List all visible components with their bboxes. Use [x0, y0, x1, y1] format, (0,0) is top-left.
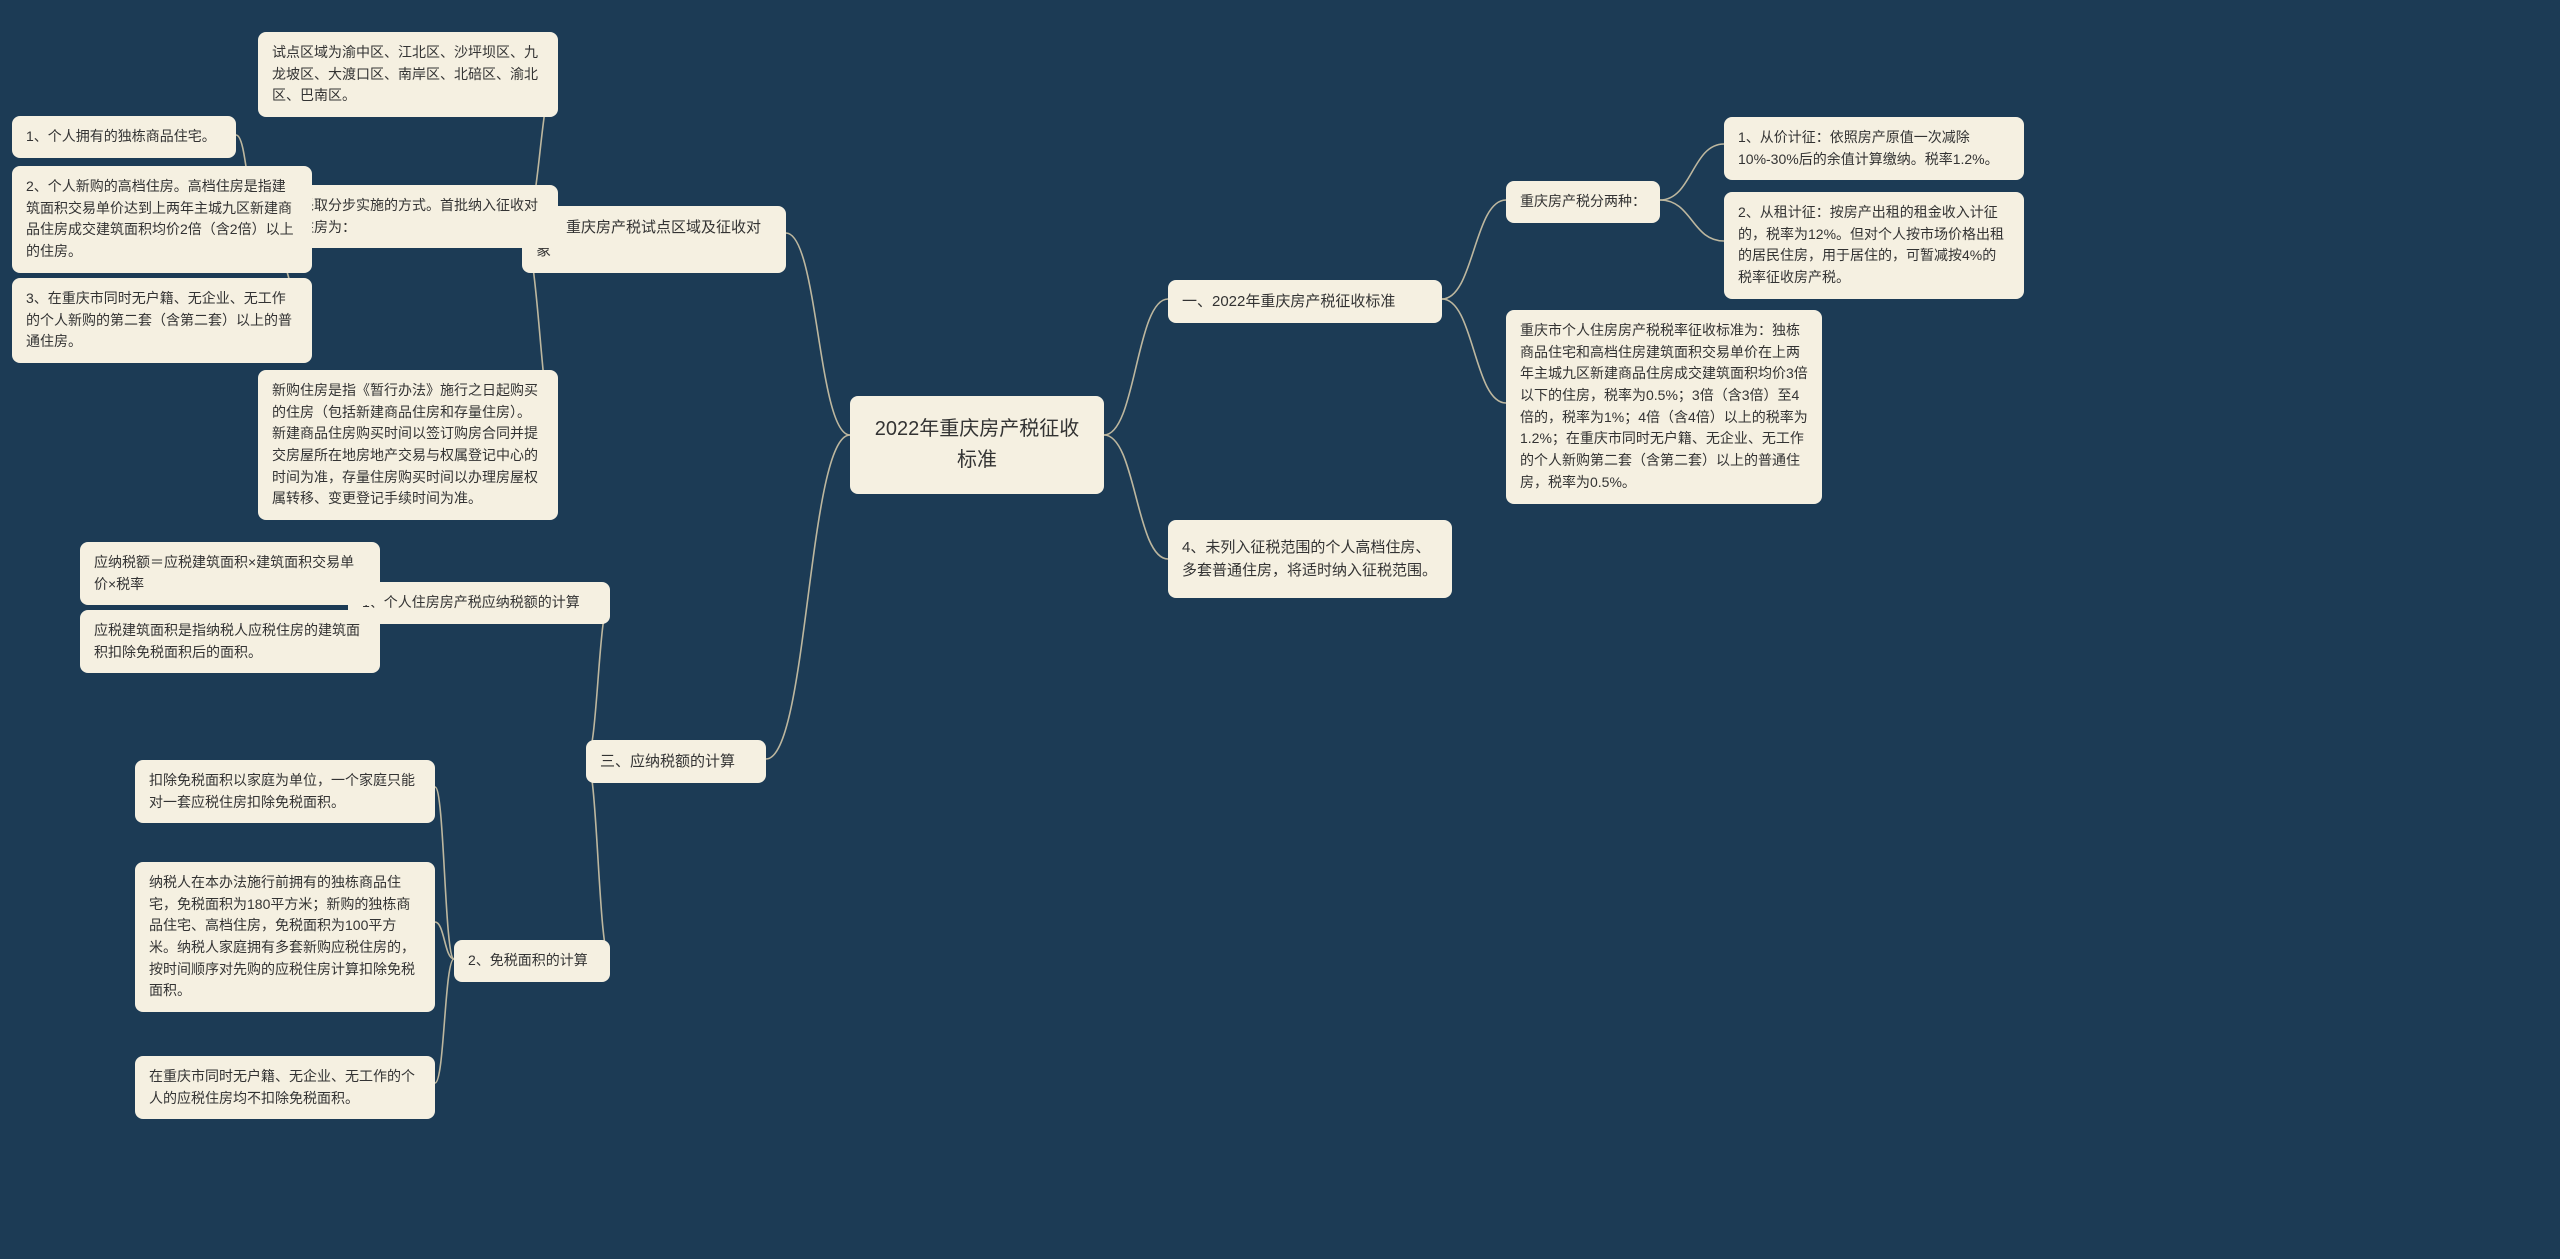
mindmap-root: 2022年重庆房产税征收标准 [850, 396, 1104, 494]
branch-r1: 一、2022年重庆房产税征收标准 [1168, 280, 1442, 323]
node-r1a: 重庆房产税分两种： [1506, 181, 1660, 223]
node-r1a2: 2、从租计征：按房产出租的租金收入计征的，税率为12%。但对个人按市场价格出租的… [1724, 192, 2024, 299]
branch-r2: 4、未列入征税范围的个人高档住房、多套普通住房，将适时纳入征税范围。 [1168, 520, 1452, 598]
branch-l2: 三、应纳税额的计算 [586, 740, 766, 783]
node-l2a2: 应税建筑面积是指纳税人应税住房的建筑面积扣除免税面积后的面积。 [80, 610, 380, 673]
node-l1c: 新购住房是指《暂行办法》施行之日起购买的住房（包括新建商品住房和存量住房）。新建… [258, 370, 558, 520]
node-r1a1: 1、从价计征：依照房产原值一次减除10%-30%后的余值计算缴纳。税率1.2%。 [1724, 117, 2024, 180]
node-l1b1: 1、个人拥有的独栋商品住宅。 [12, 116, 236, 158]
node-l2a1: 应纳税额＝应税建筑面积×建筑面积交易单价×税率 [80, 542, 380, 605]
node-l1a: 试点区域为渝中区、江北区、沙坪坝区、九龙坡区、大渡口区、南岸区、北碚区、渝北区、… [258, 32, 558, 117]
node-l2b3: 在重庆市同时无户籍、无企业、无工作的个人的应税住房均不扣除免税面积。 [135, 1056, 435, 1119]
node-l1b3: 3、在重庆市同时无户籍、无企业、无工作的个人新购的第二套（含第二套）以上的普通住… [12, 278, 312, 363]
node-l2b2: 纳税人在本办法施行前拥有的独栋商品住宅，免税面积为180平方米；新购的独栋商品住… [135, 862, 435, 1012]
node-l2a: 1、个人住房房产税应纳税额的计算 [348, 582, 610, 624]
node-l2b1: 扣除免税面积以家庭为单位，一个家庭只能对一套应税住房扣除免税面积。 [135, 760, 435, 823]
node-l2b: 2、免税面积的计算 [454, 940, 610, 982]
branch-l1: 二、重庆房产税试点区域及征收对象 [522, 206, 786, 273]
node-r1b: 重庆市个人住房房产税税率征收标准为：独栋商品住宅和高档住房建筑面积交易单价在上两… [1506, 310, 1822, 504]
node-l1b2: 2、个人新购的高档住房。高档住房是指建筑面积交易单价达到上两年主城九区新建商品住… [12, 166, 312, 273]
